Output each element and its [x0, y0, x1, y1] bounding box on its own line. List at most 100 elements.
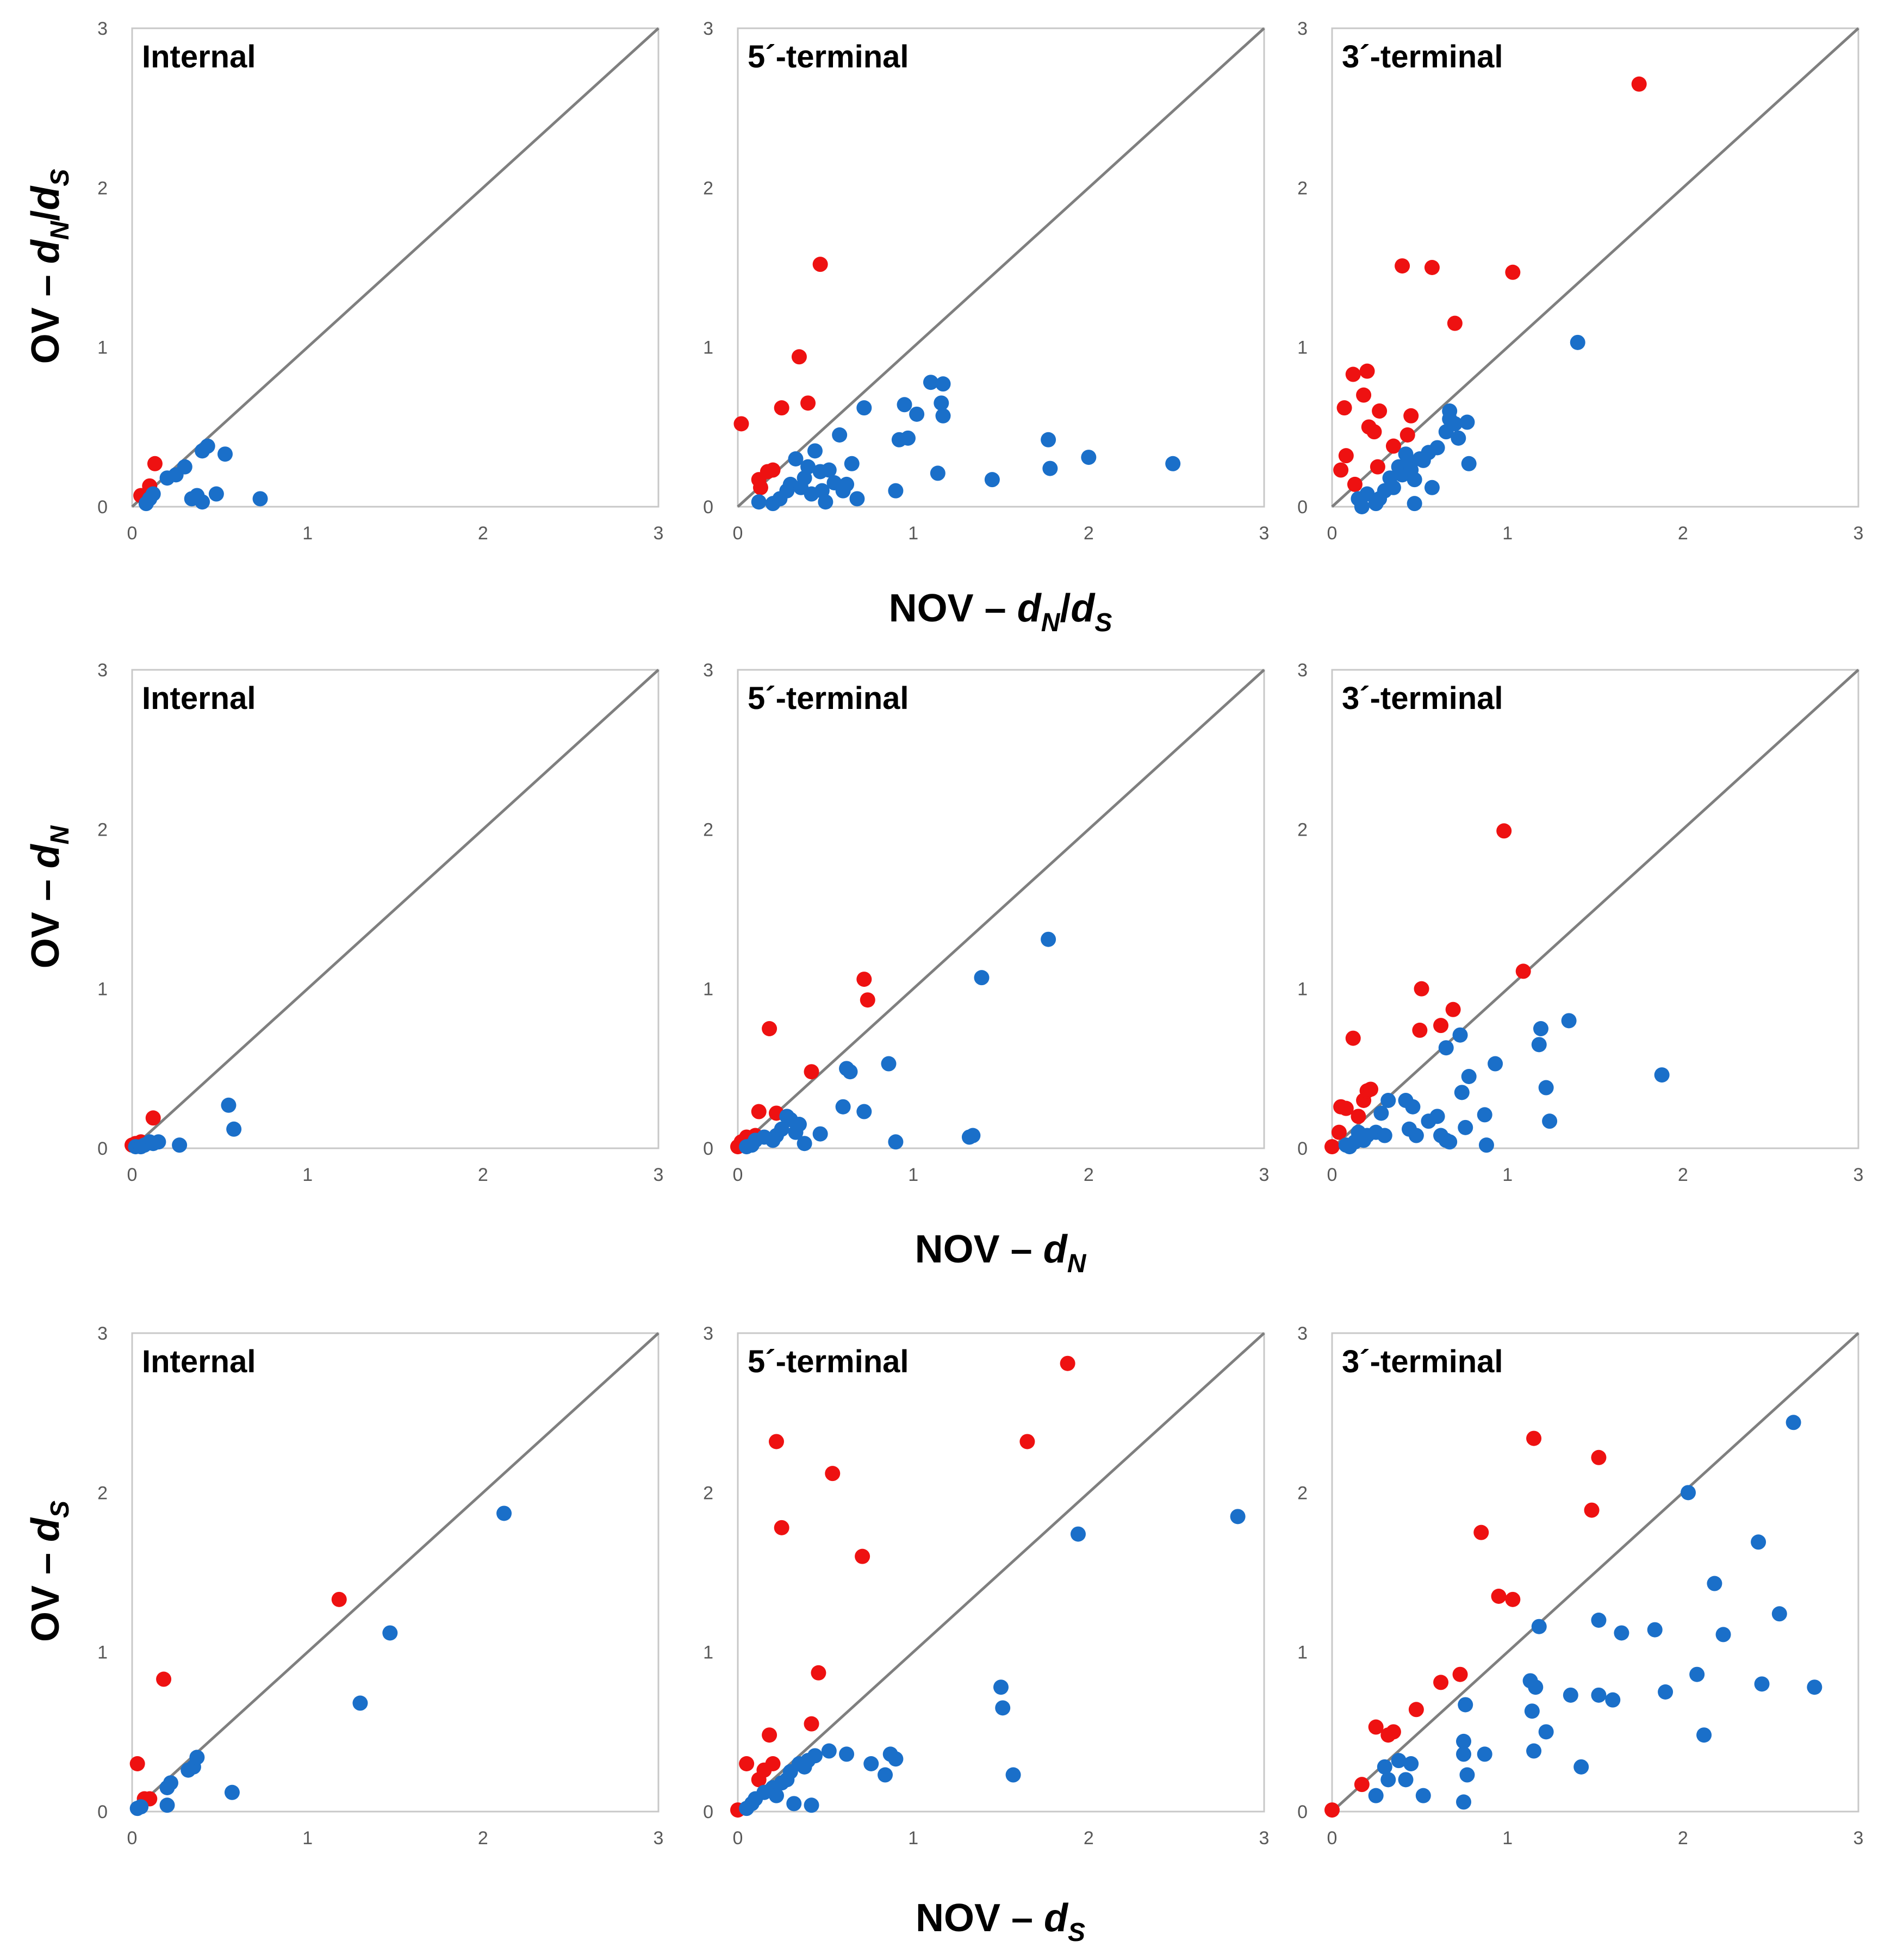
x-tick-label: 1	[908, 523, 918, 544]
point-red	[762, 1727, 777, 1743]
x-tick-label: 3	[654, 1165, 664, 1185]
x-tick-label: 2	[1678, 523, 1688, 544]
y-tick-label: 3	[97, 18, 108, 39]
point-red	[156, 1671, 172, 1687]
point-red	[804, 1064, 819, 1080]
y-axis-label: OV – dN	[24, 825, 74, 968]
panel-title: 5´-terminal	[748, 39, 909, 74]
point-red	[1368, 1719, 1384, 1735]
y-tick-label: 3	[1297, 1323, 1308, 1344]
point-red	[1347, 476, 1363, 492]
point-red	[762, 1021, 777, 1036]
point-blue	[226, 1121, 242, 1137]
point-red	[1433, 1018, 1449, 1034]
point-blue	[897, 397, 912, 413]
point-blue	[177, 459, 192, 475]
point-blue	[1041, 432, 1056, 447]
x-tick-label: 3	[1853, 523, 1864, 544]
point-blue	[1456, 1733, 1471, 1749]
point-red	[1338, 1100, 1354, 1116]
point-blue	[863, 1756, 879, 1771]
point-blue	[1689, 1666, 1705, 1682]
x-tick-label: 0	[127, 1165, 138, 1185]
point-blue	[1451, 430, 1466, 446]
x-tick-label: 1	[1502, 1828, 1513, 1849]
point-red	[1345, 366, 1361, 382]
point-blue	[839, 1746, 855, 1762]
x-tick-label: 0	[733, 1828, 743, 1849]
x-tick-label: 2	[1084, 1828, 1094, 1849]
point-red	[1445, 1001, 1461, 1017]
point-red	[1338, 448, 1354, 464]
point-blue	[888, 1134, 904, 1150]
point-blue	[1605, 1692, 1621, 1708]
point-red	[804, 1716, 819, 1732]
point-blue	[1542, 1113, 1558, 1129]
y-tick-label: 0	[97, 1802, 108, 1822]
point-blue	[786, 1796, 802, 1812]
point-blue	[1654, 1067, 1670, 1083]
point-red	[1526, 1430, 1542, 1446]
point-red	[1631, 76, 1647, 92]
y-tick-label: 1	[1297, 979, 1308, 1000]
point-blue	[159, 1797, 175, 1813]
x-tick-label: 1	[302, 1165, 313, 1185]
point-blue	[1528, 1679, 1544, 1695]
plot-area	[1331, 27, 1859, 508]
point-blue	[1380, 1772, 1396, 1788]
x-tick-label: 2	[1678, 1165, 1688, 1185]
panel-5: 00 1 1 2 2 3 3 5´-terminal	[703, 660, 1269, 1185]
x-tick-label: 1	[1502, 1165, 1513, 1185]
panel-9: 00 1 1 2 2 3 3 3´-terminal	[1297, 1323, 1863, 1849]
point-blue	[382, 1625, 398, 1641]
point-blue	[800, 459, 816, 475]
point-blue	[821, 1743, 837, 1759]
point-blue	[1707, 1576, 1722, 1591]
point-blue	[832, 427, 848, 443]
panel-7: 00 1 1 2 2 3 3 Internal	[97, 1323, 663, 1849]
point-blue	[1458, 1119, 1473, 1135]
point-blue	[1561, 1013, 1577, 1029]
y-axis-label: OV – dS	[24, 1501, 74, 1642]
y-tick-label: 0	[1297, 497, 1308, 518]
point-blue	[807, 1748, 823, 1764]
x-tick-label: 2	[478, 523, 488, 544]
point-red	[1505, 1591, 1521, 1607]
y-tick-label: 0	[1297, 1138, 1308, 1159]
point-red	[1491, 1589, 1507, 1604]
plot-area	[737, 669, 1265, 1149]
x-tick-label: 0	[733, 523, 743, 544]
point-blue	[818, 494, 833, 510]
point-red	[331, 1591, 347, 1607]
point-blue	[1658, 1684, 1674, 1700]
point-blue	[1478, 1137, 1494, 1153]
point-blue	[1398, 1772, 1414, 1788]
point-blue	[849, 491, 865, 507]
x-tick-label: 3	[1259, 523, 1270, 544]
point-blue	[221, 1097, 237, 1113]
y-tick-label: 1	[703, 979, 713, 1000]
point-blue	[1373, 1105, 1389, 1121]
y-tick-label: 0	[703, 497, 713, 518]
point-blue	[812, 1126, 828, 1142]
panel-1: 00 1 1 2 2 3 3 Internal	[97, 18, 663, 544]
plot-area	[131, 669, 660, 1149]
plot-area	[737, 1332, 1265, 1813]
x-tick-label: 1	[908, 1828, 918, 1849]
point-blue	[935, 376, 951, 392]
point-blue	[856, 400, 872, 416]
y-tick-label: 2	[703, 178, 713, 198]
identity-line	[1331, 27, 1859, 508]
point-red	[812, 257, 828, 272]
point-blue	[163, 1775, 178, 1791]
point-blue	[224, 1784, 240, 1800]
point-red	[774, 400, 789, 416]
point-red	[145, 1110, 161, 1126]
point-red	[1336, 400, 1352, 416]
point-red	[1424, 260, 1440, 275]
y-tick-label: 2	[97, 1483, 108, 1503]
x-tick-label: 0	[1327, 1165, 1338, 1185]
y-tick-label: 0	[97, 497, 108, 518]
x-tick-label: 2	[478, 1165, 488, 1185]
point-red	[811, 1665, 826, 1681]
